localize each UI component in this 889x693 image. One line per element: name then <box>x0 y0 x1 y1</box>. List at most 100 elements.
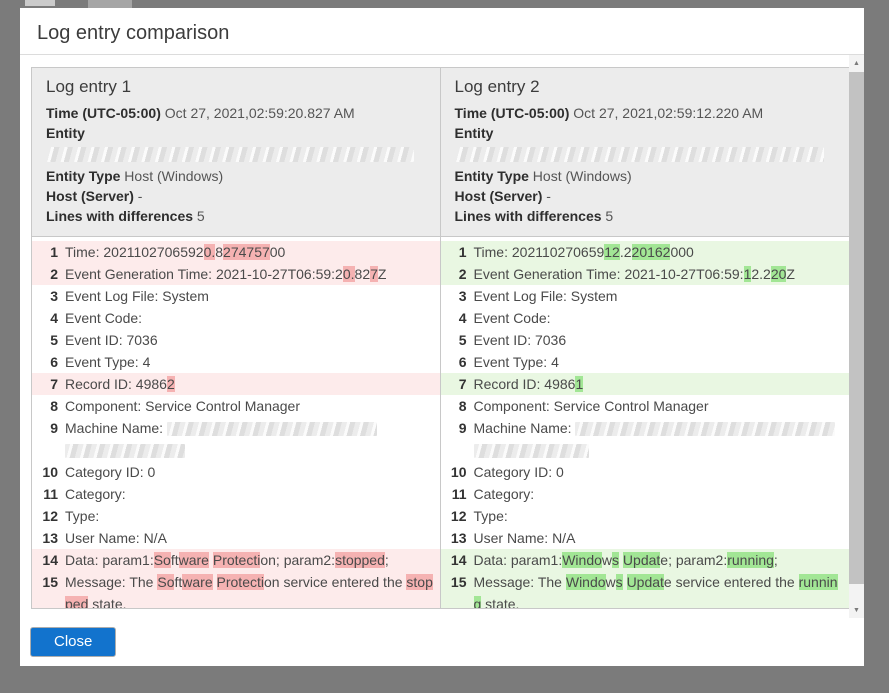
header-field: Host (Server) - <box>454 188 551 204</box>
line-number: 14 <box>42 552 58 568</box>
header-field-label: Time (UTC-05:00) <box>46 105 161 121</box>
diff-line: 6 Event Type: 4 <box>32 351 440 373</box>
line-number: 4 <box>50 310 58 326</box>
diff-line: 1 Time: 20211027065912.220162000 <box>440 241 849 263</box>
header-field: Lines with differences 5 <box>454 208 614 224</box>
diff-line: 4 Event Code: <box>441 307 850 329</box>
line-number: 11 <box>451 486 467 502</box>
line-number: 10 <box>450 464 467 480</box>
diff-highlight: 274757 <box>223 244 270 260</box>
scroll-down-button[interactable]: ▼ <box>849 602 864 618</box>
line-text: Event Type: 4 <box>65 354 151 370</box>
diff-line: 15 Message: The Windows Update service en… <box>440 571 849 608</box>
header-field-label: Time (UTC-05:00) <box>454 105 570 121</box>
redacted-value <box>65 444 185 459</box>
line-text: Data: param1:Software Protection; param2… <box>65 552 389 568</box>
diff-highlight: 0. <box>342 266 355 282</box>
header-field-label: Entity Type <box>454 168 529 184</box>
diff-line: 9 Machine Name: <box>32 417 440 461</box>
diff-highlight: Windo <box>565 574 606 590</box>
diff-highlight: 2 <box>166 376 175 392</box>
diff-highlight: 12 <box>604 244 620 260</box>
header-field-label: Entity <box>454 125 494 141</box>
line-text: Type: <box>473 508 508 524</box>
diff-line: 11 Category: <box>32 483 440 505</box>
diff-highlight: 0. <box>203 244 216 260</box>
line-number: 7 <box>458 376 467 392</box>
line-text: Category ID: 0 <box>65 464 156 480</box>
line-number: 2 <box>458 266 467 282</box>
header-field: Entity <box>455 123 836 143</box>
line-text: Event ID: 7036 <box>473 332 567 348</box>
diff-highlight: Updat <box>622 552 661 568</box>
line-number: 10 <box>42 464 58 480</box>
line-text: Component: Service Control Manager <box>65 398 301 414</box>
line-text: Category ID: 0 <box>473 464 564 480</box>
diff-highlight: 1 <box>743 266 752 282</box>
line-text: Event Code: <box>473 310 551 326</box>
diff-line: 8 Component: Service Control Manager <box>441 395 850 417</box>
diff-highlight: ware <box>178 552 209 568</box>
line-text: Record ID: 49862 <box>65 376 175 392</box>
log-comparison-dialog: Log entry comparison Log entry 1 Time (UT… <box>20 8 864 666</box>
line-number: 12 <box>450 508 467 524</box>
diff-line: 14 Data: param1:Software Protection; para… <box>32 549 440 571</box>
diff-line: 10 Category ID: 0 <box>441 461 850 483</box>
log-entry-panel-2: Log entry 2 Time (UTC-05:00) Oct 27, 2021… <box>440 68 850 608</box>
line-text: Event Code: <box>65 310 143 326</box>
line-number: 4 <box>458 310 467 326</box>
comparison-container: Log entry 1 Time (UTC-05:00) Oct 27, 2021… <box>31 67 850 609</box>
log-entry-panel-1: Log entry 1 Time (UTC-05:00) Oct 27, 2021… <box>32 68 441 608</box>
diff-line: 8 Component: Service Control Manager <box>32 395 440 417</box>
scroll-up-button[interactable]: ▲ <box>849 55 864 71</box>
diff-highlight: running <box>727 552 774 568</box>
diff-line: 12 Type: <box>441 505 850 527</box>
close-button[interactable]: Close <box>30 627 117 657</box>
header-field-label: Lines with differences <box>46 208 194 224</box>
line-number: 3 <box>458 288 467 304</box>
header-field: Entity <box>46 123 426 143</box>
line-text: User Name: N/A <box>473 530 576 546</box>
line-number: 6 <box>458 354 467 370</box>
line-number: 15 <box>42 574 58 590</box>
line-text: Type: <box>65 508 100 524</box>
line-number: 8 <box>458 398 467 414</box>
line-number: 11 <box>43 486 58 502</box>
header-field-label: Host (Server) <box>46 188 134 204</box>
diff-highlight: s <box>612 552 620 568</box>
line-text: Component: Service Control Manager <box>473 398 709 414</box>
scroll-down-icon: ▼ <box>853 606 860 614</box>
panel-title: Log entry 1 <box>46 77 132 96</box>
diff-highlight: So <box>153 552 171 568</box>
scroll-up-icon: ▲ <box>853 59 860 67</box>
diff-highlight: ware <box>182 574 213 590</box>
diff-line: 13 User Name: N/A <box>441 527 850 549</box>
line-number: 5 <box>50 332 58 348</box>
header-field-label: Lines with differences <box>454 208 602 224</box>
diff-highlight: s <box>615 574 623 590</box>
diff-highlight: 1 <box>575 376 584 392</box>
line-text: Machine Name: <box>467 417 850 461</box>
diff-line: 7 Record ID: 49861 <box>440 373 849 395</box>
vertical-scrollbar[interactable]: ▲ ▼ <box>849 55 864 618</box>
line-text: Message: The Software Protection service… <box>58 571 440 608</box>
redacted-entity-value <box>46 147 415 162</box>
line-text: Event ID: 7036 <box>65 332 158 348</box>
diff-line: 2 Event Generation Time: 2021-10-27T06:59… <box>440 263 849 285</box>
header-field: Entity Type Host (Windows) <box>454 168 632 184</box>
line-text: Event Type: 4 <box>473 354 559 370</box>
header-field: Entity Type Host (Windows) <box>46 168 224 184</box>
diff-line: 3 Event Log File: System <box>32 285 440 307</box>
diff-line: 5 Event ID: 7036 <box>441 329 850 351</box>
panel-title: Log entry 2 <box>454 77 540 96</box>
diff-line: 5 Event ID: 7036 <box>32 329 440 351</box>
diff-line: 14 Data: param1:Windows Update; param2:ru… <box>440 549 849 571</box>
line-text: Event Generation Time: 2021-10-27T06:59:… <box>65 266 387 282</box>
line-number: 2 <box>50 266 58 282</box>
scrollbar-thumb[interactable] <box>849 72 864 584</box>
line-number: 13 <box>450 530 467 546</box>
diff-lines: 1 Time: 20211027065920.827475700 2 Event Ge… <box>32 237 440 608</box>
line-number: 6 <box>50 354 58 370</box>
line-number: 13 <box>42 530 58 546</box>
diff-line: 1 Time: 20211027065920.827475700 <box>32 241 440 263</box>
